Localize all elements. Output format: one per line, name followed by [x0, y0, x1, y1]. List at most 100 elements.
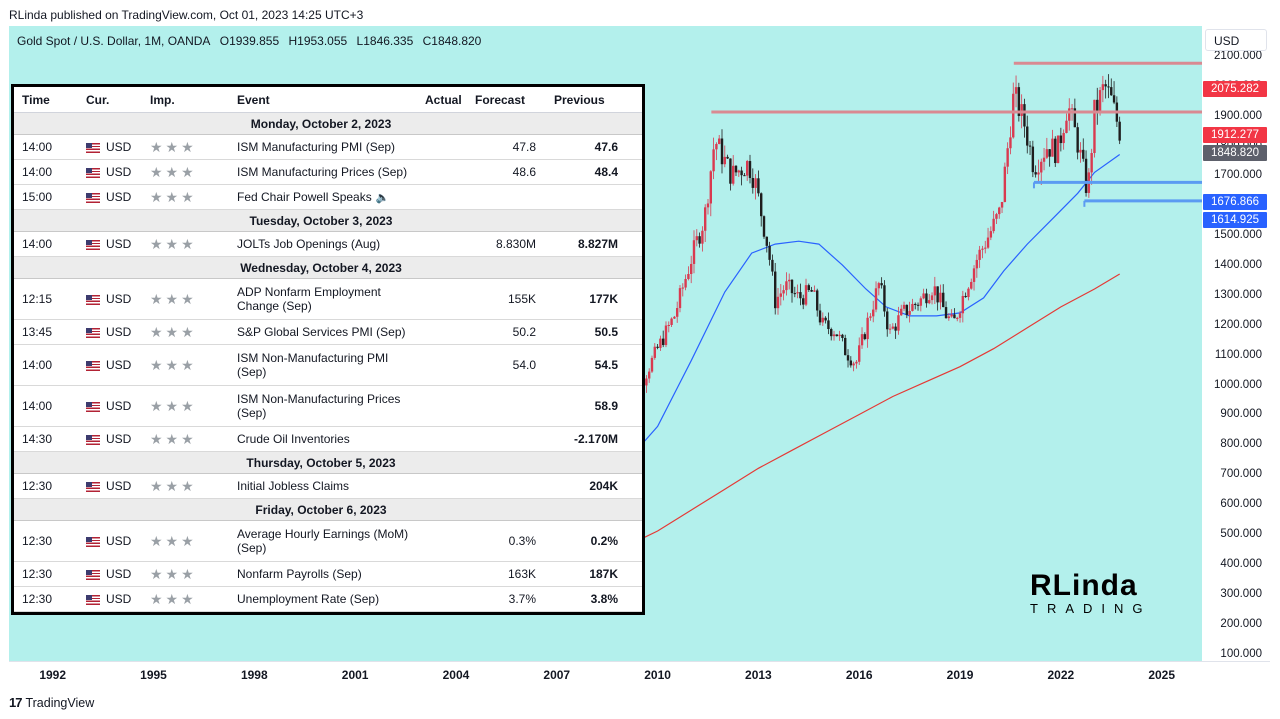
candle-body [958, 313, 962, 318]
price-chart[interactable] [9, 26, 1202, 661]
row-filler [628, 278, 642, 320]
event-name: S&P Global Services PMI (Sep) [229, 319, 417, 345]
candle-body [883, 285, 886, 312]
candle-body [790, 279, 794, 294]
candle-body [726, 156, 729, 159]
event-forecast: 163K [467, 561, 546, 587]
price-tick-label: 200.000 [1220, 617, 1262, 630]
calendar-event-row: 12:30 USD ★★★ Initial Jobless Claims 204K [14, 473, 642, 499]
importance-stars-icon: ★★★ [150, 163, 197, 180]
time-tick-label: 2019 [946, 668, 974, 682]
event-previous [546, 184, 628, 210]
event-previous: 0.2% [546, 520, 628, 562]
candle-body [905, 304, 909, 315]
us-flag-icon [86, 481, 100, 492]
importance-stars-icon: ★★★ [150, 188, 197, 205]
ohlc-low: L1846.335 [356, 34, 414, 48]
candle-body [737, 170, 741, 173]
tradingview-logo-icon: 17 [9, 695, 23, 710]
calendar-event-row: 14:30 USD ★★★ Crude Oil Inventories -2.170M [14, 426, 642, 452]
event-actual [417, 520, 467, 562]
candle-body [729, 158, 732, 184]
calendar-event-row: 12:30 USD ★★★ Unemployment Rate (Sep) 3.7% 3.… [14, 586, 642, 612]
price-tick-label: 500.000 [1220, 528, 1262, 540]
importance-stars-icon: ★★★ [150, 356, 197, 373]
event-importance: ★★★ [142, 561, 229, 587]
event-actual [417, 586, 467, 612]
candle-body [888, 328, 892, 330]
event-name: ISM Manufacturing PMI (Sep) [229, 134, 417, 160]
time-axis[interactable]: 1992 1995 1998 2001 2004 2007 2010 2013 2016 2019… [9, 661, 1270, 688]
event-time: 14:00 [14, 344, 78, 386]
candle-body [762, 216, 766, 237]
price-tick-label: 1700.000 [1214, 169, 1262, 182]
candle-body [942, 292, 945, 308]
time-tick-label: 2007 [543, 668, 571, 682]
calendar-day-label: Thursday, October 5, 2023 [14, 451, 628, 474]
price-label-current: 1848.820 [1203, 145, 1267, 161]
us-flag-icon [86, 327, 100, 338]
candle-body [978, 249, 981, 260]
currency-selector[interactable]: USD [1205, 29, 1267, 51]
event-actual [417, 473, 467, 499]
candle-body [675, 308, 679, 317]
event-time: 14:30 [14, 426, 78, 452]
candle-body [939, 292, 942, 303]
event-currency: USD [78, 520, 142, 562]
ohlc-high: H1953.055 [288, 34, 348, 48]
candle-body [1070, 108, 1074, 110]
candle-body [673, 316, 676, 319]
importance-stars-icon: ★★★ [150, 397, 197, 414]
candle-body [1084, 158, 1088, 193]
time-tick-label: 2001 [341, 668, 369, 682]
candle-body [771, 259, 774, 272]
event-time: 15:00 [14, 184, 78, 210]
importance-stars-icon: ★★★ [150, 235, 197, 252]
calendar-day-row: Thursday, October 5, 2023 [14, 451, 642, 474]
event-previous: -2.170M [546, 426, 628, 452]
calendar-event-row: 14:00 USD ★★★ ISM Manufacturing PMI (Sep) 47… [14, 134, 642, 160]
event-actual [417, 278, 467, 320]
event-title: ADP Nonfarm Employment Change (Sep) [237, 285, 381, 313]
event-title: Average Hourly Earnings (MoM) (Sep) [237, 527, 409, 555]
currency-code: USD [106, 165, 132, 179]
event-name: ISM Non-Manufacturing Prices (Sep) [229, 385, 417, 427]
candle-body [956, 317, 959, 319]
event-time: 14:00 [14, 385, 78, 427]
col-previous: Previous [546, 87, 628, 113]
event-name: ADP Nonfarm Employment Change (Sep) [229, 278, 417, 320]
candle-body [1051, 138, 1054, 157]
candle-body [832, 334, 836, 337]
candle-body [788, 279, 791, 282]
currency-code: USD [106, 292, 132, 306]
candle-body [981, 248, 984, 250]
candle-body [1082, 149, 1085, 159]
candle-body [947, 316, 951, 319]
candle-body [916, 304, 920, 306]
price-tick-label: 1500.000 [1214, 229, 1262, 242]
price-label-support-top: 1676.866 [1203, 194, 1267, 210]
price-tick-label: 2100.000 [1214, 49, 1262, 62]
candle-body [1065, 120, 1068, 133]
event-forecast: 155K [467, 278, 546, 320]
event-currency: USD [78, 385, 142, 427]
us-flag-icon [86, 434, 100, 445]
us-flag-icon [86, 239, 100, 250]
event-name: Nonfarm Payrolls (Sep) [229, 561, 417, 587]
candle-body [650, 357, 654, 372]
time-tick-label: 2010 [644, 668, 671, 682]
price-axis[interactable]: 100.000 200.000 300.000 400.000 500.000 600.0… [1202, 26, 1270, 661]
us-flag-icon [86, 167, 100, 178]
event-actual [417, 134, 467, 160]
symbol-legend[interactable]: Gold Spot / U.S. Dollar, 1M, OANDA O1939… [17, 34, 487, 48]
price-tick-label: 1900.000 [1214, 109, 1262, 122]
price-tick-label: 600.000 [1220, 498, 1262, 511]
candle-body [1000, 201, 1004, 208]
calendar-event-row: 13:45 USD ★★★ S&P Global Services PMI (Sep)… [14, 319, 642, 345]
event-importance: ★★★ [142, 184, 229, 210]
candle-body [928, 300, 931, 304]
tradingview-footer[interactable]: 17 TradingView [9, 695, 94, 710]
symbol-name: Gold Spot / U.S. Dollar, 1M, OANDA [17, 34, 211, 48]
candle-body [706, 203, 710, 208]
importance-stars-icon: ★★★ [150, 477, 197, 494]
